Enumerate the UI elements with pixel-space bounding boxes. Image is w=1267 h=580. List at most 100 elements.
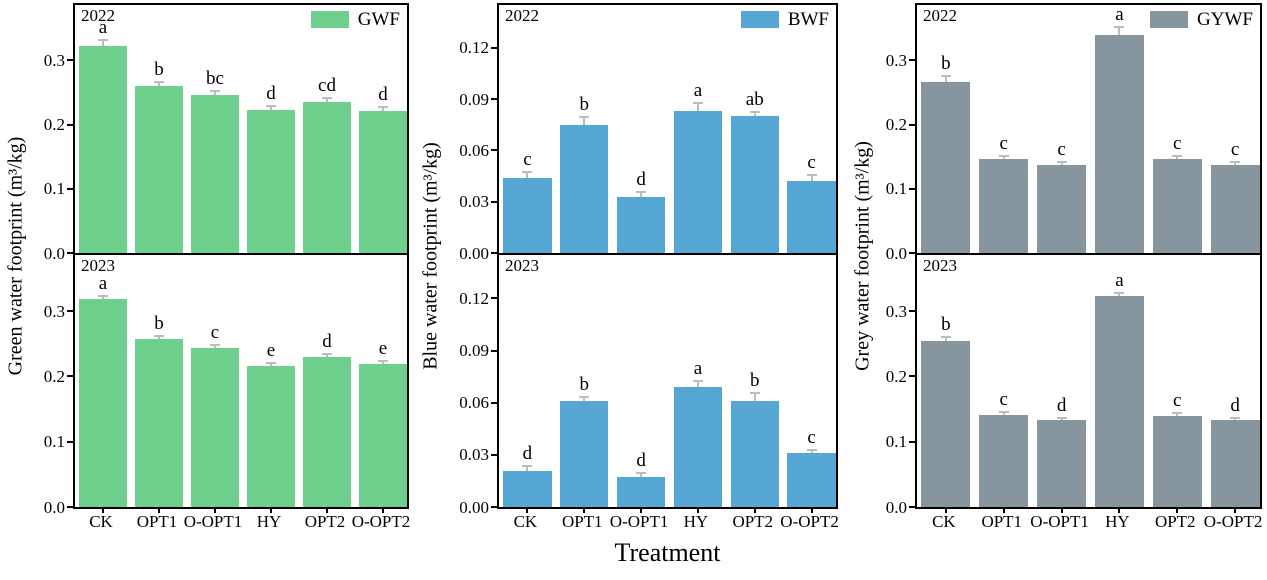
significance-letter: a xyxy=(1115,269,1124,291)
x-tick-label-O-OPT2: O-OPT2 xyxy=(351,512,411,531)
bar-O-OPT1 xyxy=(616,196,666,253)
error-bar xyxy=(1002,156,1005,160)
legend-swatch xyxy=(740,11,779,28)
bar-HY xyxy=(673,111,723,253)
significance-letter: ab xyxy=(745,88,764,110)
y-tick xyxy=(67,506,75,508)
error-bar-cap xyxy=(1114,291,1125,294)
significance-letter: a xyxy=(1115,4,1124,26)
bar-OPT2 xyxy=(1152,159,1202,253)
error-bar xyxy=(102,41,104,47)
x-tick xyxy=(1118,507,1121,513)
x-tick-label-HY: HY xyxy=(256,512,282,531)
year-label: 2022 xyxy=(81,6,115,25)
error-bar xyxy=(583,117,586,125)
error-bar-cap xyxy=(1230,416,1241,419)
x-tick-label-CK: CK xyxy=(513,512,538,531)
error-bar xyxy=(326,354,328,357)
y-tick xyxy=(67,187,75,190)
error-bar-cap xyxy=(940,74,951,77)
y-tick xyxy=(909,59,917,62)
y-tick xyxy=(491,297,499,300)
y-tick xyxy=(491,506,499,508)
bar-CK xyxy=(79,46,127,253)
bar-O-OPT2 xyxy=(787,453,836,507)
x-tick-label-CK: CK xyxy=(932,512,956,531)
bar-CK xyxy=(503,177,552,253)
y-tick-label: 0.0 xyxy=(885,497,907,517)
significance-letter: b xyxy=(750,370,760,392)
x-tick xyxy=(214,507,216,513)
x-tick-label-O-OPT1: O-OPT1 xyxy=(1030,512,1089,531)
y-tick-label: 0.12 xyxy=(459,288,489,308)
legend-label: BWF xyxy=(787,9,829,30)
y-tick xyxy=(909,506,917,508)
x-tick xyxy=(1060,507,1063,513)
error-bar xyxy=(810,451,813,454)
year-label: 2023 xyxy=(81,256,115,275)
y-tick-label: 0.12 xyxy=(459,38,489,58)
significance-letter: d xyxy=(378,84,388,106)
significance-letter: b xyxy=(941,313,951,335)
bar-OPT1 xyxy=(979,414,1029,507)
y-tick-label: 0.09 xyxy=(459,89,489,109)
bar-O-OPT1 xyxy=(1037,164,1087,253)
y-tick xyxy=(909,310,917,313)
y-tick-label: 0.3 xyxy=(885,50,907,70)
error-bar xyxy=(1118,293,1121,297)
error-bar-cap xyxy=(154,334,164,337)
bar-O-OPT1 xyxy=(191,94,239,253)
bar-O-OPT1 xyxy=(1037,420,1087,507)
year-label: 2023 xyxy=(923,256,957,275)
y-tick xyxy=(67,440,75,443)
error-bar-cap xyxy=(154,80,164,83)
significance-letter: c xyxy=(999,132,1008,154)
x-tick-label-HY: HY xyxy=(1105,512,1130,531)
x-tick xyxy=(1234,507,1237,513)
bar-OPT1 xyxy=(560,401,609,507)
y-tick-label: 0.2 xyxy=(43,115,65,134)
panel-grey-water-footprint-2022: 2022 GYWF 0.0 0.1 0.2 0.3 b c c a c c xyxy=(886,3,1262,262)
error-bar-cap xyxy=(1172,154,1183,157)
y-tick xyxy=(491,149,499,152)
error-bar xyxy=(1060,163,1063,165)
x-tick xyxy=(382,507,384,513)
error-bar xyxy=(696,104,699,112)
significance-letter: b xyxy=(579,93,590,115)
significance-letter: c xyxy=(1057,139,1066,161)
x-tick-label-HY: HY xyxy=(683,512,709,531)
bar-OPT1 xyxy=(560,124,609,253)
bar-HY xyxy=(673,387,723,507)
error-bar xyxy=(944,337,947,342)
error-bar xyxy=(583,397,586,401)
error-bar xyxy=(382,362,384,365)
y-tick xyxy=(491,200,499,203)
y-tick-label: 0.0 xyxy=(885,243,907,263)
y-tick xyxy=(67,252,75,254)
error-bar-cap xyxy=(806,174,817,177)
error-bar xyxy=(1176,156,1179,160)
x-tick-label-OPT1: OPT1 xyxy=(561,512,603,531)
bar-OPT2 xyxy=(730,401,779,507)
legend: GWF xyxy=(310,9,400,30)
y-tick-label: 0.3 xyxy=(885,301,907,321)
significance-letter: c xyxy=(999,389,1008,410)
error-bar xyxy=(382,108,384,112)
error-bar-cap xyxy=(98,294,108,297)
significance-letter: cd xyxy=(318,75,336,97)
significance-letter: b xyxy=(579,373,590,395)
error-bar-cap xyxy=(749,392,760,395)
significance-letter: e xyxy=(266,340,276,362)
y-tick-label: 0.1 xyxy=(885,179,907,199)
bar-CK xyxy=(921,82,971,253)
error-bar xyxy=(640,193,643,197)
error-bar xyxy=(270,107,272,111)
error-bar-cap xyxy=(266,105,276,108)
x-tick-label-OPT1: OPT1 xyxy=(981,512,1023,531)
year-label: 2022 xyxy=(923,6,957,25)
year-label: 2022 xyxy=(505,6,539,25)
legend-label: GWF xyxy=(357,9,400,30)
bar-HY xyxy=(247,110,295,253)
error-bar xyxy=(270,364,272,366)
error-bar xyxy=(753,112,756,117)
